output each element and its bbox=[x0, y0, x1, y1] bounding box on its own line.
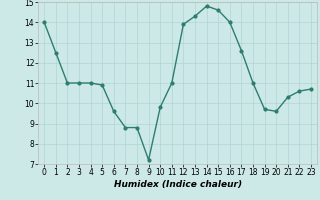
X-axis label: Humidex (Indice chaleur): Humidex (Indice chaleur) bbox=[114, 180, 242, 189]
